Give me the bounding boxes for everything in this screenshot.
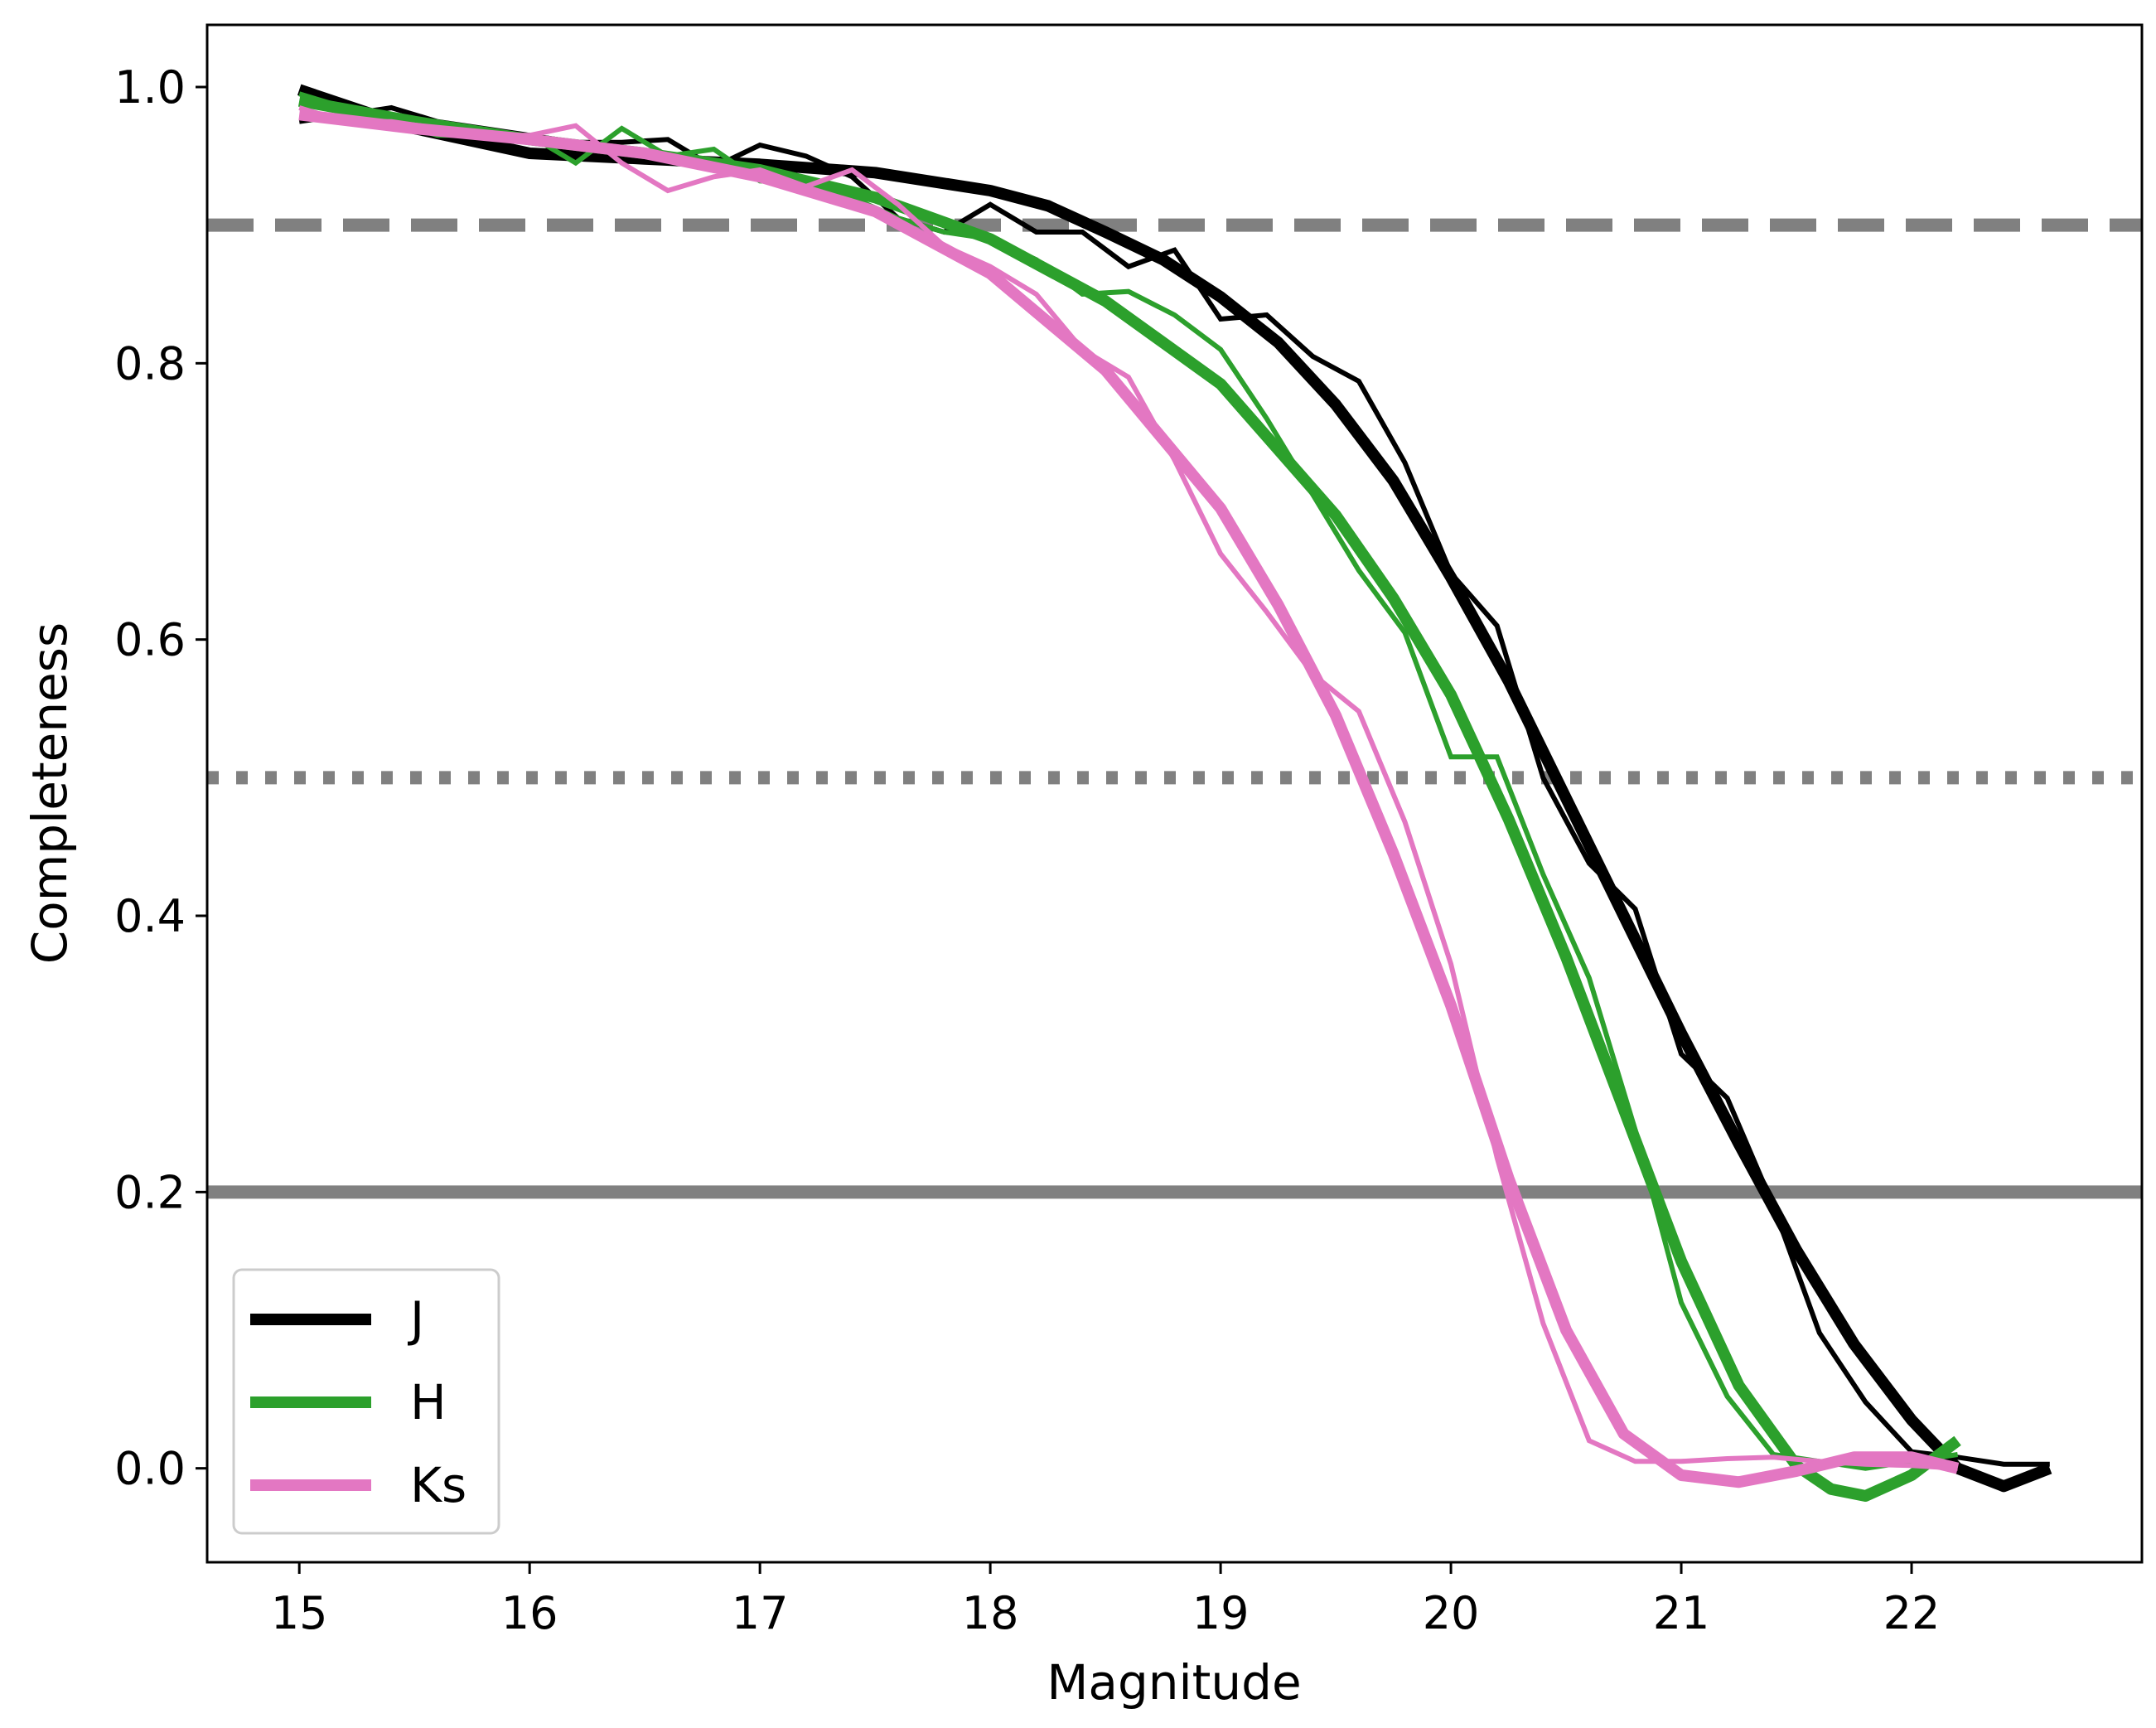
x-tick-label: 22	[1883, 1587, 1941, 1639]
ticks: 15 16 17 18 19 20 21 22 0.0 0.2 0.4 0.6 0.8 1.0	[114, 61, 1940, 1639]
y-tick-label: 0.0	[114, 1443, 186, 1495]
x-axis-label: Magnitude	[1047, 1654, 1301, 1711]
x-tick-label: 17	[732, 1587, 789, 1639]
y-tick-label: 1.0	[114, 61, 186, 114]
series-line-j-fit	[297, 84, 2052, 1493]
x-tick-label: 16	[501, 1587, 558, 1639]
x-tick-label: 15	[271, 1587, 328, 1639]
series-layer	[297, 84, 2052, 1502]
legend-label-ks: Ks	[410, 1457, 466, 1513]
y-axis-label: Completeness	[22, 622, 78, 964]
plot-frame	[205, 23, 2144, 1564]
series-line-h-data	[298, 91, 1959, 1471]
legend-label-j: J	[408, 1291, 424, 1348]
x-tick-label: 20	[1423, 1587, 1480, 1639]
legend-label-h: H	[410, 1374, 447, 1430]
y-tick-label: 0.4	[114, 890, 186, 942]
series-line-ks-data	[298, 105, 1958, 1471]
x-tick-label: 21	[1653, 1587, 1710, 1639]
legend: JH Ks	[232, 1268, 500, 1535]
y-tick-label: 0.2	[114, 1166, 186, 1218]
x-tick-label: 18	[962, 1587, 1019, 1639]
x-tick-label: 19	[1192, 1587, 1250, 1639]
series-line-ks-fit	[298, 109, 1960, 1488]
reference-lines	[207, 218, 2142, 1199]
y-tick-label: 0.8	[114, 337, 186, 390]
y-tick-label: 0.6	[114, 614, 186, 666]
